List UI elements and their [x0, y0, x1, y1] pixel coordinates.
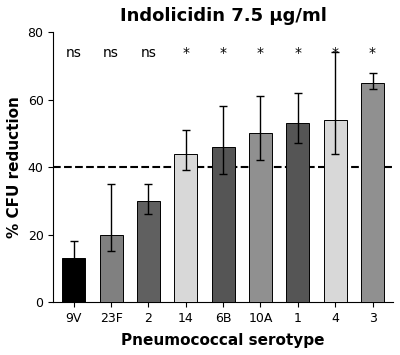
Bar — [137, 201, 160, 302]
Bar — [174, 153, 197, 302]
Text: *: * — [257, 45, 264, 60]
Bar — [212, 147, 235, 302]
X-axis label: Pneumococcal serotype: Pneumococcal serotype — [121, 333, 325, 348]
Text: *: * — [182, 45, 189, 60]
Text: *: * — [294, 45, 301, 60]
Text: *: * — [369, 45, 376, 60]
Text: *: * — [332, 45, 339, 60]
Text: *: * — [220, 45, 227, 60]
Title: Indolicidin 7.5 μg/ml: Indolicidin 7.5 μg/ml — [120, 7, 326, 25]
Y-axis label: % CFU reduction: % CFU reduction — [7, 96, 22, 238]
Bar — [286, 123, 310, 302]
Bar — [100, 235, 123, 302]
Bar — [249, 133, 272, 302]
Text: ns: ns — [66, 45, 82, 60]
Bar — [324, 120, 347, 302]
Bar — [62, 258, 85, 302]
Text: ns: ns — [140, 45, 156, 60]
Bar — [361, 83, 384, 302]
Text: ns: ns — [103, 45, 119, 60]
